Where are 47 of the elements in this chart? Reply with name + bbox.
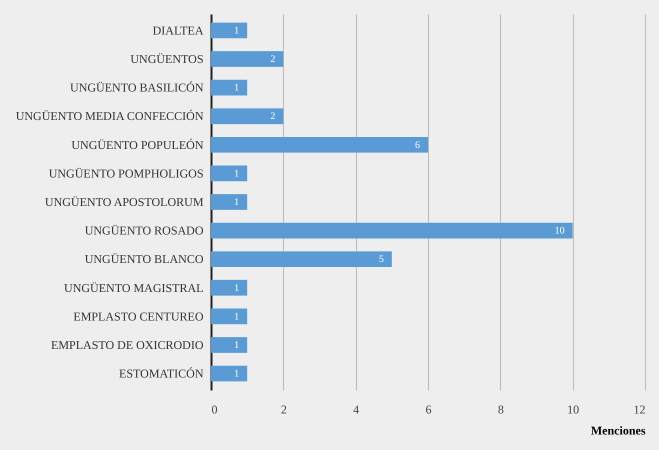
bar xyxy=(211,280,248,296)
bar xyxy=(211,136,428,153)
bar xyxy=(211,108,284,124)
x-tick-label: 8 xyxy=(498,402,504,416)
y-tick-label: UNGÜENTO BLANCO xyxy=(84,252,204,266)
data-label: 10 xyxy=(554,226,565,237)
x-tick-label: 0 xyxy=(212,402,218,416)
data-label: 1 xyxy=(234,197,240,208)
data-label: 1 xyxy=(234,282,240,294)
x-axis-title: Menciones xyxy=(590,424,646,438)
data-label: 2 xyxy=(270,111,276,122)
y-tick-label: UNGÜENTO ROSADO xyxy=(84,224,204,238)
x-tick-label: 4 xyxy=(353,402,360,416)
data-label: 6 xyxy=(415,140,420,151)
y-tick-label: UNGÜENTO POPULEÓN xyxy=(71,138,204,152)
bar xyxy=(211,22,248,38)
data-label: 1 xyxy=(234,340,240,351)
bar xyxy=(211,337,248,353)
x-tick-label: 10 xyxy=(567,402,580,416)
bar xyxy=(211,251,392,268)
bar xyxy=(211,194,248,210)
y-tick-label: UNGÜENTO APOSTOLORUM xyxy=(44,195,204,209)
data-label: 2 xyxy=(270,54,276,66)
y-tick-label: EMPLASTO DE OXICRODIO xyxy=(51,338,204,352)
y-tick-label: DIALTEA xyxy=(152,23,204,38)
data-label: 1 xyxy=(234,168,240,180)
bar xyxy=(211,166,248,182)
y-tick-label: UNGÜENTOS xyxy=(130,52,204,66)
y-tick-label: UNGÜENTO POMPHOLIGOS xyxy=(48,166,204,180)
bar xyxy=(211,222,573,238)
x-tick-label: 6 xyxy=(426,402,432,416)
bar xyxy=(211,51,284,67)
data-label: 5 xyxy=(378,254,384,266)
data-label: 1 xyxy=(234,311,240,322)
y-tick-label: UNGÜENTO MAGISTRAL xyxy=(64,280,204,295)
bar xyxy=(211,80,248,96)
y-tick-label: ESTOMATICÓN xyxy=(119,366,204,381)
bar xyxy=(211,366,248,382)
bar xyxy=(211,308,248,324)
data-label: 1 xyxy=(234,25,240,36)
data-label: 1 xyxy=(234,368,240,380)
y-tick-label: UNGÜENTO MEDIA CONFECCIÓN xyxy=(16,109,204,124)
x-tick-label: 2 xyxy=(280,402,287,416)
y-tick-label: EMPLASTO CENTUREO xyxy=(73,309,204,324)
y-tick-label: UNGÜENTO BASILICÓN xyxy=(70,80,204,95)
data-label: 1 xyxy=(234,82,240,94)
x-tick-label: 12 xyxy=(634,402,646,416)
